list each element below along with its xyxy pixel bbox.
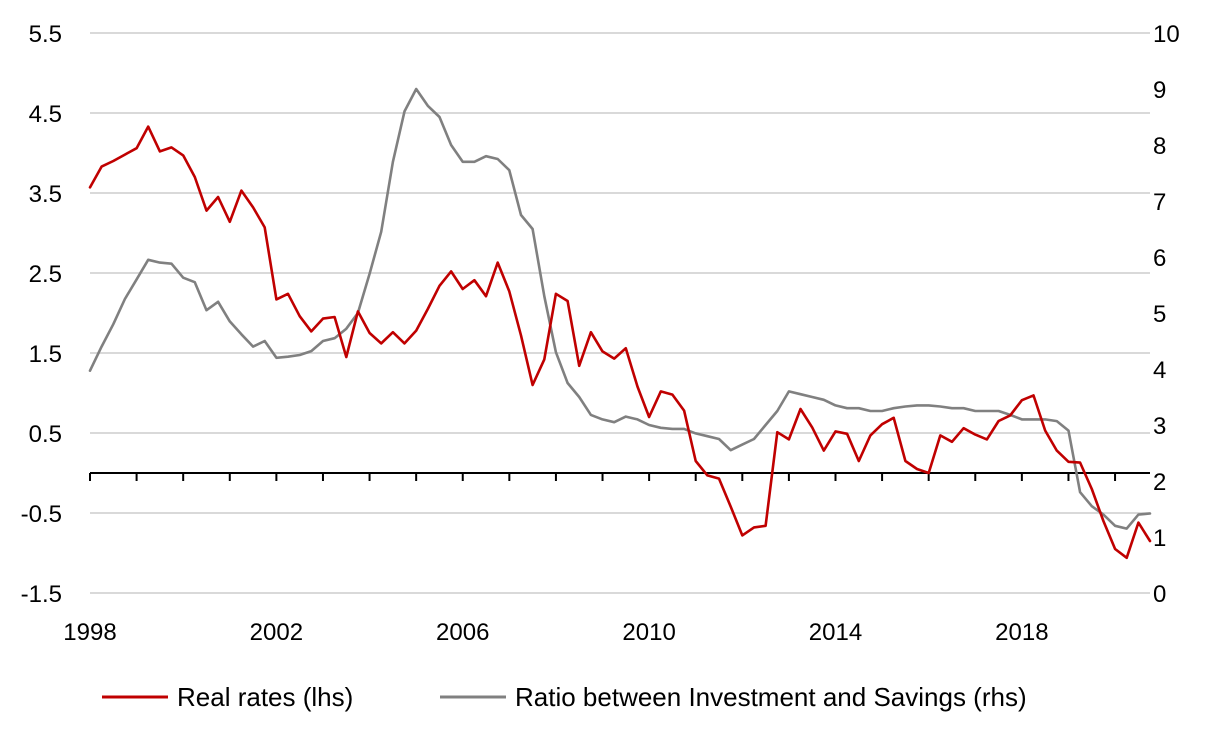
y-right-tick-label: 7: [1153, 189, 1166, 216]
x-tick-label: 1998: [63, 619, 116, 646]
x-axis: 1998 2002 2006 2010 2014 2018: [63, 472, 1150, 646]
x-tick-label: 2018: [995, 619, 1048, 646]
series-line-real-rates: [88, 125, 1152, 560]
y-left-tick-label: 5.5: [29, 21, 62, 48]
y-axis-left: 5.5 4.5 3.5 2.5 1.5 0.5 -0.5 -1.5: [21, 21, 62, 608]
y-right-tick-label: 9: [1153, 77, 1166, 104]
legend-label-real-rates: Real rates (lhs): [177, 682, 353, 712]
y-left-tick-label: 1.5: [29, 341, 62, 368]
y-right-tick-label: 6: [1153, 245, 1166, 272]
y-right-tick-label: 5: [1153, 301, 1166, 328]
legend: Real rates (lhs) Ratio between Investmen…: [102, 682, 1027, 712]
y-left-tick-label: -0.5: [21, 501, 62, 528]
x-tick-label: 2010: [622, 619, 675, 646]
y-right-tick-label: 2: [1153, 469, 1166, 496]
y-right-tick-label: 10: [1153, 21, 1180, 48]
y-right-tick-label: 8: [1153, 133, 1166, 160]
y-left-tick-label: 4.5: [29, 101, 62, 128]
y-right-tick-label: 3: [1153, 413, 1166, 440]
legend-label-investment-savings-ratio: Ratio between Investment and Savings (rh…: [515, 682, 1027, 712]
series-line-investment-savings-ratio: [88, 87, 1152, 530]
grid-lines: [90, 32, 1150, 594]
y-left-tick-label: -1.5: [21, 581, 62, 608]
y-left-tick-label: 0.5: [29, 421, 62, 448]
x-tick-label: 2014: [809, 619, 862, 646]
series-lines: [88, 87, 1152, 560]
y-left-tick-label: 3.5: [29, 181, 62, 208]
y-left-tick-label: 2.5: [29, 261, 62, 288]
y-right-tick-label: 0: [1153, 581, 1166, 608]
x-tick-label: 2002: [250, 619, 303, 646]
y-right-tick-label: 1: [1153, 525, 1166, 552]
y-right-tick-label: 4: [1153, 357, 1166, 384]
x-tick-label: 2006: [436, 619, 489, 646]
